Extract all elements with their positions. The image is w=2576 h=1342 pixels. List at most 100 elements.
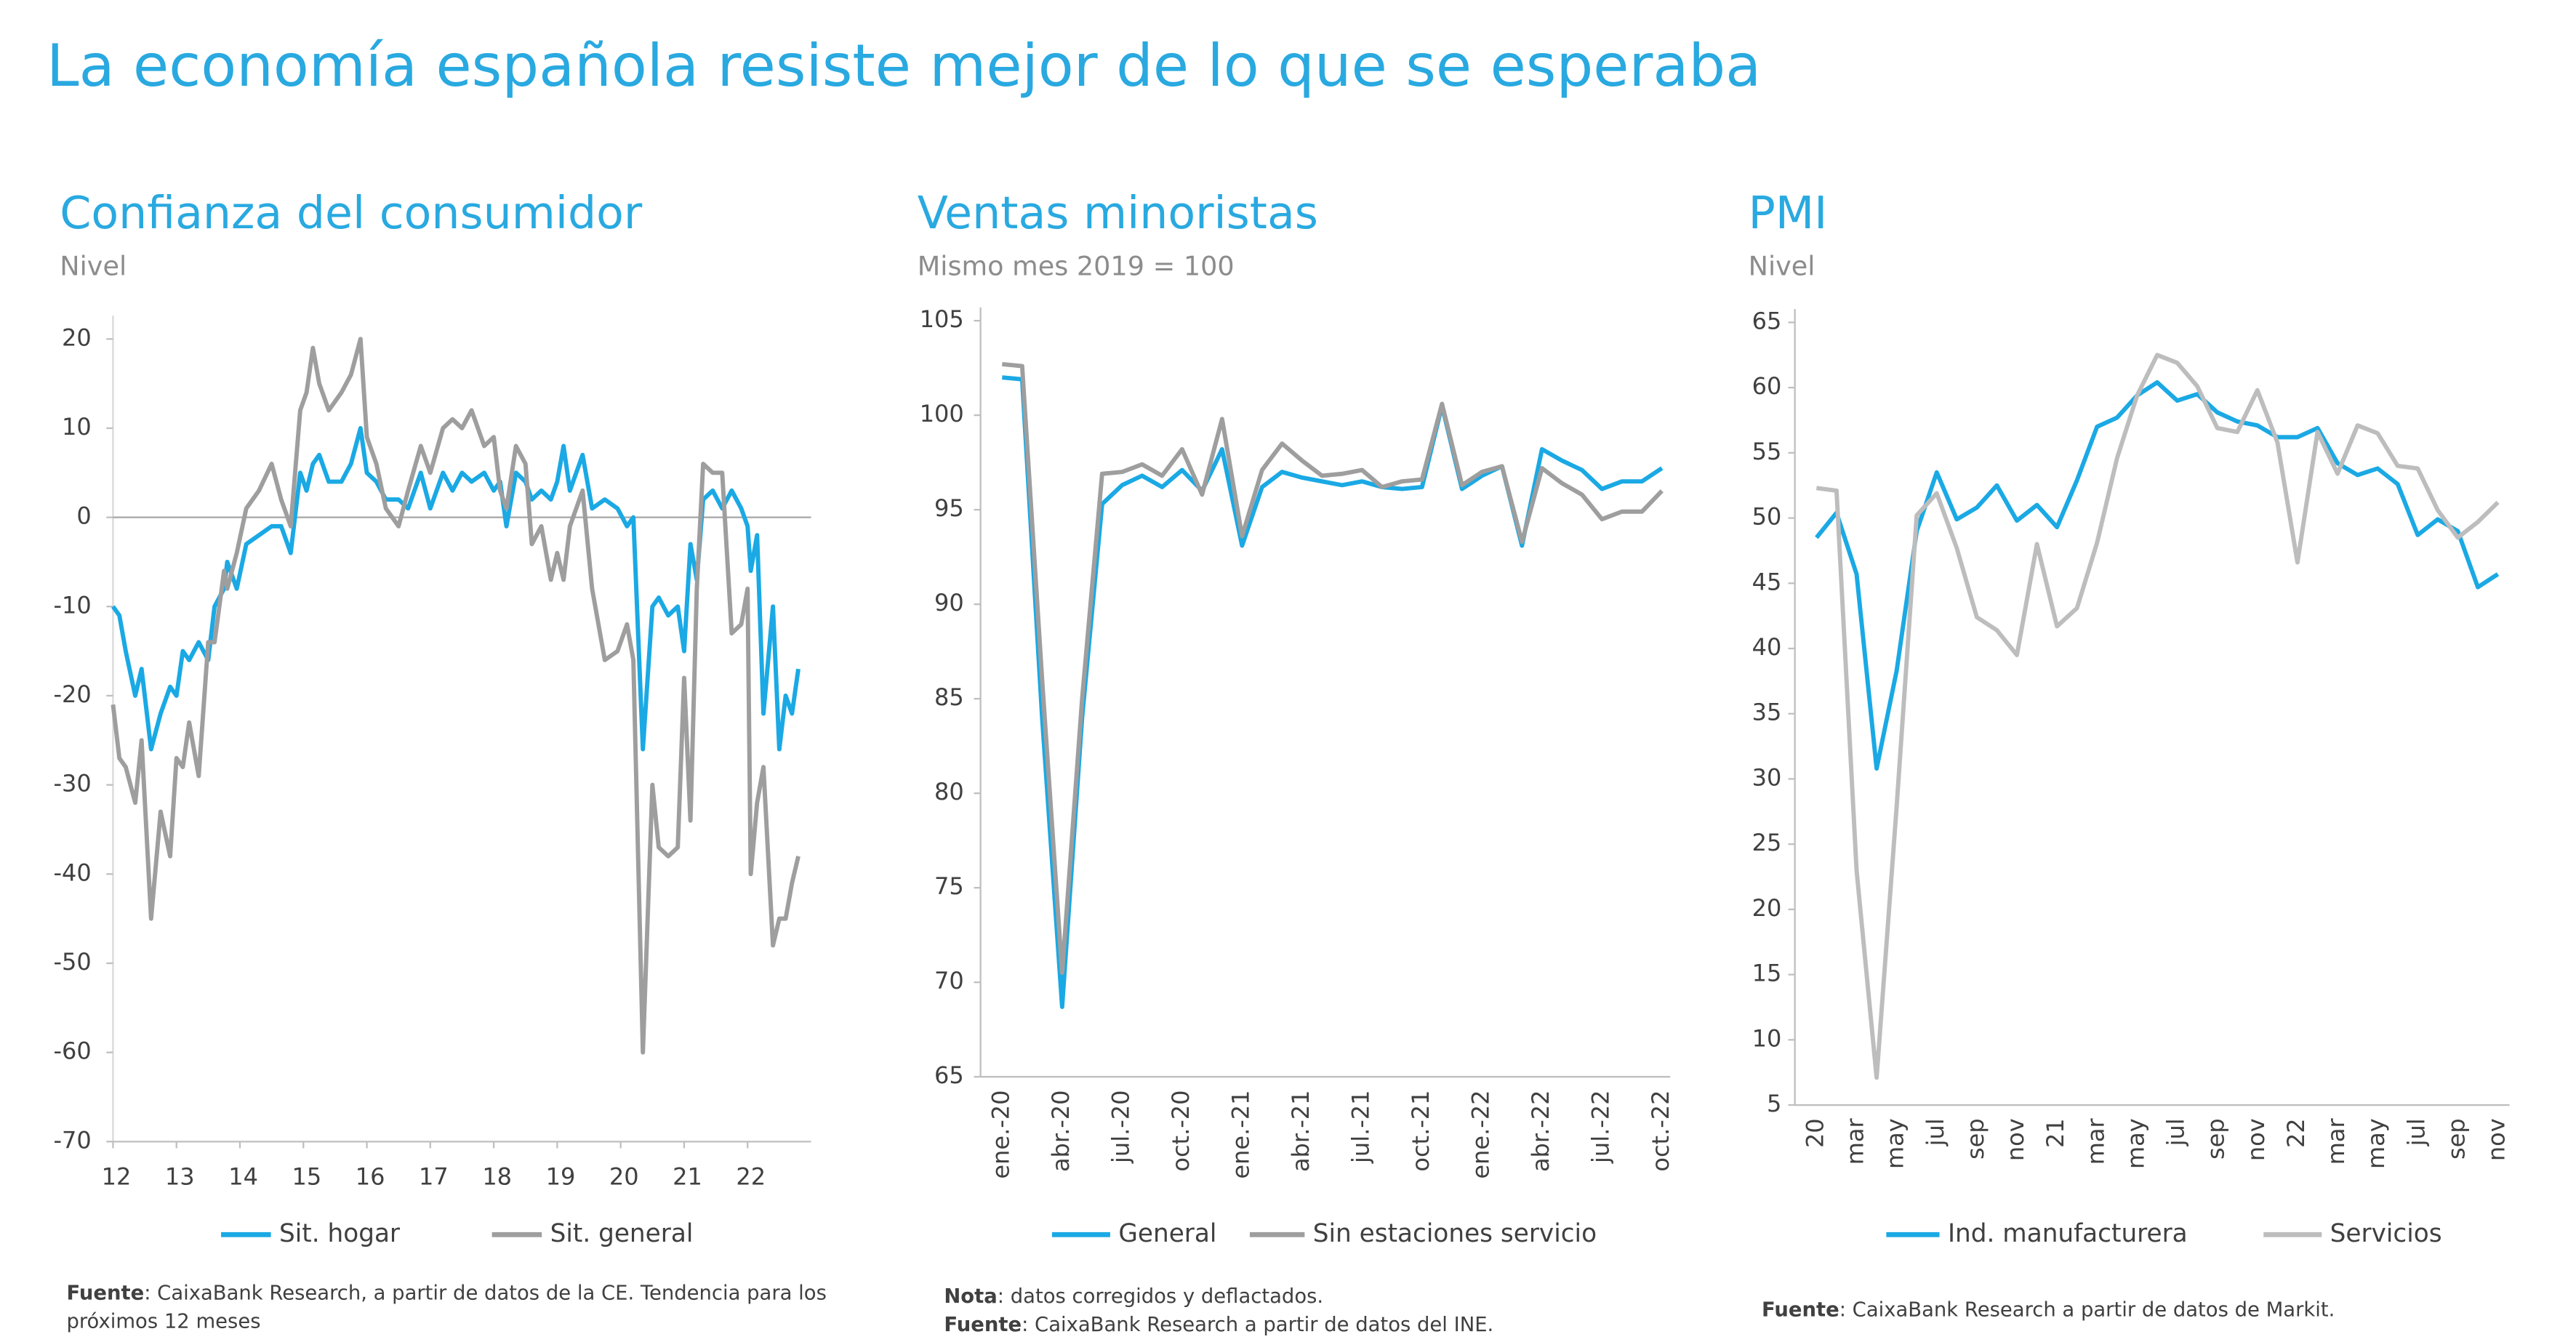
y-tick-label: 105 — [920, 305, 964, 333]
x-tick-label: sep — [2202, 1118, 2230, 1160]
y-tick-label: -30 — [53, 770, 91, 797]
chart-subtitle: Nivel — [1749, 251, 1815, 282]
chart-subtitle: Mismo mes 2019 = 100 — [918, 251, 1235, 282]
y-tick-label: 45 — [1752, 568, 1782, 595]
y-tick-label: 40 — [1752, 633, 1782, 661]
y-tick-label: 65 — [1752, 307, 1782, 334]
x-tick-label: 12 — [102, 1163, 132, 1191]
x-tick-label: jul.-20 — [1107, 1090, 1134, 1164]
x-tick-label: 17 — [419, 1163, 449, 1191]
y-tick-label: 20 — [1752, 894, 1782, 922]
y-tick-label: 100 — [920, 400, 964, 427]
x-tick-label: mar — [2322, 1117, 2350, 1165]
note-line: Fuente: CaixaBank Research, a partir de … — [66, 1279, 847, 1338]
note-block: Fuente: CaixaBank Research, a partir de … — [66, 1279, 847, 1338]
data-line — [1815, 380, 2500, 771]
y-tick-label: 25 — [1752, 829, 1782, 856]
chart-note: Fuente: CaixaBank Research, a partir de … — [66, 1279, 847, 1338]
chart-note: Fuente: CaixaBank Research a partir de d… — [1762, 1296, 2543, 1325]
y-tick-label: 5 — [1767, 1090, 1781, 1117]
y-tick-label: 90 — [934, 589, 964, 616]
y-tick-label: -40 — [53, 859, 91, 886]
chart-note: Nota: datos corregidos y deflactados.Fue… — [944, 1283, 1642, 1341]
x-tick-label: abr.-20 — [1047, 1090, 1075, 1172]
y-tick-label: 95 — [934, 494, 964, 522]
y-tick-label: 15 — [1752, 960, 1782, 987]
x-tick-label: sep — [1962, 1118, 1989, 1160]
note-label: Fuente — [66, 1281, 145, 1305]
note-text: : CaixaBank Research a partir de datos d… — [1839, 1298, 2335, 1322]
x-tick-label: 21 — [673, 1163, 702, 1191]
x-tick-label: abr.-22 — [1527, 1090, 1554, 1172]
y-tick-label: 85 — [934, 683, 964, 711]
x-tick-label: may — [1882, 1118, 1909, 1169]
y-tick-label: 60 — [1752, 372, 1782, 400]
note-block: Nota: datos corregidos y deflactados. Fue… — [944, 1283, 1642, 1341]
x-tick-label: jul — [1922, 1118, 1949, 1146]
data-line — [1002, 361, 1664, 976]
chart-title: PMI — [1749, 187, 1828, 239]
y-tick-label: -20 — [53, 680, 91, 708]
legend-label: Sit. general — [550, 1219, 694, 1248]
y-tick-label: 65 — [934, 1061, 964, 1089]
legend-label: Servicios — [2330, 1219, 2442, 1248]
chart-title: Ventas minoristas — [918, 187, 1318, 239]
y-tick-label: 55 — [1752, 438, 1782, 465]
x-tick-label: jul.-22 — [1586, 1090, 1614, 1164]
note-label: Fuente — [1761, 1298, 1839, 1322]
y-tick-label: -50 — [53, 948, 91, 976]
x-tick-label: jul — [2162, 1118, 2190, 1146]
x-tick-label: 13 — [165, 1163, 195, 1191]
x-tick-label: 21 — [2042, 1118, 2069, 1148]
note-block: Fuente: CaixaBank Research a partir de d… — [1762, 1296, 2543, 1325]
x-tick-label: 18 — [482, 1163, 512, 1191]
x-tick-label: oct.-22 — [1647, 1090, 1674, 1171]
x-tick-label: nov — [2242, 1118, 2270, 1161]
note-text: : datos corregidos y deflactados. — [997, 1284, 1324, 1308]
y-tick-label: 75 — [934, 872, 964, 900]
x-tick-label: 22 — [2282, 1118, 2310, 1148]
legend-label: General — [1118, 1219, 1216, 1248]
x-tick-label: mar — [1842, 1117, 1869, 1165]
x-tick-label: 20 — [609, 1163, 639, 1191]
x-tick-label: ene.-20 — [987, 1090, 1014, 1178]
note-line: Fuente: CaixaBank Research a partir de d… — [944, 1311, 1642, 1341]
chart-subtitle: Nivel — [60, 251, 127, 282]
chart-title: Confianza del consumidor — [60, 187, 643, 239]
y-tick-label: 30 — [1752, 763, 1782, 791]
x-tick-label: 16 — [356, 1163, 385, 1191]
x-tick-label: 19 — [546, 1163, 576, 1191]
page-title: La economía española resiste mejor de lo… — [47, 32, 1761, 100]
x-tick-label: 15 — [292, 1163, 321, 1191]
x-tick-label: ene.-21 — [1227, 1090, 1254, 1178]
y-tick-label: 10 — [1752, 1024, 1782, 1052]
x-tick-label: oct.-21 — [1407, 1090, 1435, 1171]
note-label: Fuente — [944, 1313, 1022, 1337]
legend-label: Ind. manufacturera — [1948, 1219, 2188, 1248]
x-tick-label: 14 — [228, 1163, 258, 1191]
data-line — [1002, 375, 1664, 1009]
x-tick-label: 20 — [1801, 1118, 1829, 1148]
note-text: : CaixaBank Research, a partir de datos … — [66, 1281, 827, 1334]
y-tick-label: 35 — [1752, 699, 1782, 726]
y-tick-label: 0 — [76, 502, 91, 530]
x-tick-label: jul.-21 — [1347, 1090, 1374, 1164]
x-tick-label: ene.-22 — [1466, 1090, 1494, 1178]
note-line: Fuente: CaixaBank Research a partir de d… — [1762, 1296, 2543, 1325]
data-line — [1815, 353, 2500, 1080]
x-tick-label: 22 — [736, 1163, 766, 1191]
x-tick-label: nov — [2483, 1118, 2511, 1161]
x-tick-label: may — [2362, 1118, 2390, 1169]
y-tick-label: -70 — [53, 1126, 91, 1154]
legend-label: Sit. hogar — [279, 1219, 401, 1248]
x-tick-label: nov — [2002, 1118, 2029, 1161]
x-tick-label: abr.-21 — [1287, 1090, 1315, 1172]
y-tick-label: 70 — [934, 967, 964, 995]
x-tick-label: mar — [2082, 1117, 2109, 1165]
data-line — [111, 337, 801, 1055]
y-tick-label: 10 — [62, 413, 92, 441]
legend-label: Sin estaciones servicio — [1313, 1219, 1597, 1248]
note-line: Nota: datos corregidos y deflactados. — [944, 1283, 1642, 1312]
